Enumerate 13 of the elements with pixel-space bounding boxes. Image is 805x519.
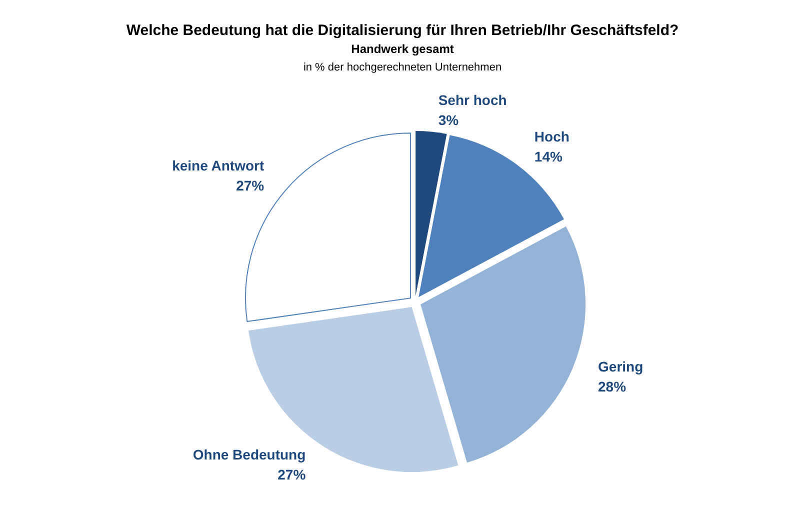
slice-label: Sehr hoch: [438, 92, 507, 108]
data-label: 27%: [278, 466, 306, 482]
data-label: 28%: [598, 378, 627, 395]
chart-title: Welche Bedeutung hat die Digitalisierung für Ihren Betrieb/Ihr Geschäftsfeld?: [126, 22, 679, 39]
slice-label: Hoch: [534, 128, 570, 145]
slice-label: Gering: [598, 358, 644, 375]
data-label: 14%: [534, 148, 564, 165]
text: in % der hochgerechneten Unternehmen: [303, 62, 502, 74]
data-label: 3%: [438, 112, 460, 128]
slice-label: Ohne Bedeutung: [192, 446, 306, 462]
chart-subtitle: Handwerk gesamt: [351, 42, 454, 56]
data-label: 27%: [236, 178, 265, 194]
slice-label: keine Antwort: [172, 158, 264, 174]
